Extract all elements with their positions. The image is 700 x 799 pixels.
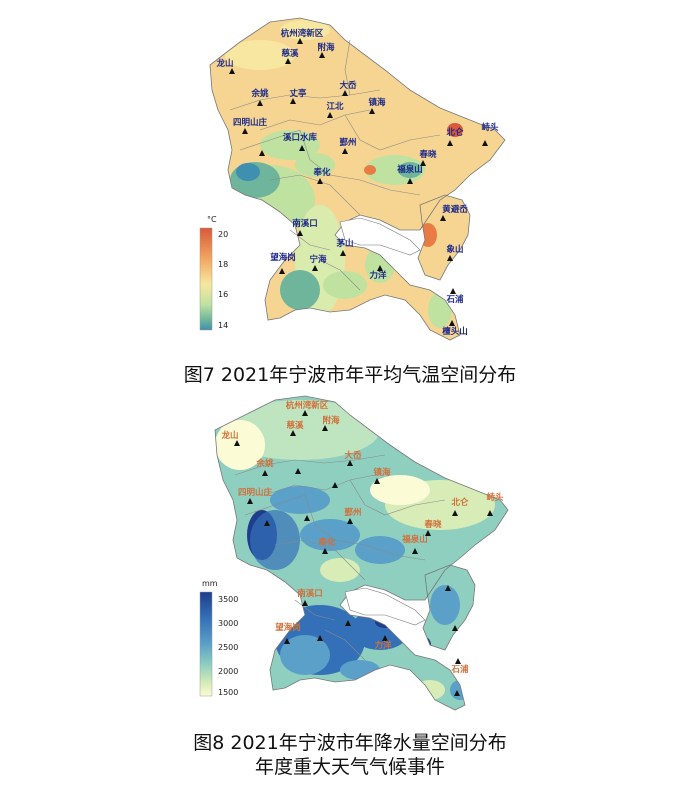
- station-labels: 杭州湾新区 慈溪 附海 余姚 龙山 四明山庄 江北 大岙 镇海 丈亭 峙头 北仑…: [215, 28, 499, 337]
- station-tantoushan: 檀头山: [442, 326, 468, 337]
- p-station-liyang: 力洋: [374, 640, 392, 651]
- precipitation-map-svg: 杭州湾新区 慈溪 附海 余姚 龙山 四明山庄 大岙 镇海 峙头 北仑 鄞州 奉化…: [199, 395, 509, 711]
- coastline-2: [214, 395, 509, 711]
- county-boundaries: [229, 39, 441, 291]
- legend-tick-18: 18: [218, 260, 228, 269]
- station-fenghua: 奉化: [312, 167, 331, 178]
- temperature-map-svg: 杭州湾新区 慈溪 附海 余姚 龙山 四明山庄 江北 大岙 镇海 丈亭 峙头 北仑…: [199, 17, 506, 341]
- p-station-fuhai: 附海: [322, 415, 340, 426]
- p-station-hangzhouwan: 杭州湾新区: [286, 400, 329, 411]
- station-labels-2: 杭州湾新区 慈溪 附海 余姚 龙山 四明山庄 大岙 镇海 峙头 北仑 鄞州 奉化…: [220, 400, 504, 675]
- section-subtitle: 年度重大天气气候事件: [254, 756, 445, 778]
- station-yinzhou: 鄞州: [339, 137, 356, 148]
- station-fuquanshan: 福泉山: [396, 164, 423, 175]
- station-zhenhai: 镇海: [368, 97, 386, 108]
- p-legend-tick-2500: 2500: [218, 643, 238, 652]
- p-station-shipu: 石浦: [450, 664, 469, 675]
- p-legend-unit: mm: [202, 579, 218, 588]
- station-shipu: 石浦: [445, 294, 464, 305]
- p-legend-tick-2000: 2000: [218, 667, 238, 676]
- figure8-caption: 图8 2021年宁波市年降水量空间分布: [193, 732, 507, 754]
- p-station-daao: 大岙: [344, 450, 362, 461]
- station-simingshan: 四明山庄: [233, 117, 268, 128]
- p-legend-colorbar: [199, 591, 213, 697]
- p-station-chunxiao: 春晓: [423, 519, 442, 530]
- p-station-simingshan: 四明山庄: [238, 487, 273, 498]
- legend-tick-16: 16: [218, 290, 228, 299]
- station-xiangshan: 象山: [446, 244, 463, 255]
- station-chunxiao: 春晓: [418, 149, 437, 160]
- p-station-fenghua: 奉化: [317, 537, 336, 548]
- precipitation-field: [215, 396, 508, 710]
- p-station-xitou: 峙头: [486, 492, 504, 503]
- xiangshan-peninsula-2: [422, 564, 476, 651]
- p-station-nanxikou: 南溪口: [297, 588, 323, 599]
- p-station-yinzhou: 鄞州: [344, 507, 361, 518]
- station-liyang: 力洋: [369, 270, 387, 281]
- p-legend-tick-3500: 3500: [218, 595, 238, 604]
- xiangshan-bay-2: [344, 587, 426, 626]
- station-wanghaigang: 望海岗: [270, 252, 296, 263]
- county-boundaries-2: [234, 454, 446, 661]
- precipitation-legend: mm 3500 3000 2500 2000 1500: [199, 579, 238, 697]
- p-station-wanghaigang: 望海岗: [275, 622, 301, 633]
- station-markers-2: [234, 410, 493, 696]
- temperature-map: 杭州湾新区 慈溪 附海 余姚 龙山 四明山庄 江北 大岙 镇海 丈亭 峙头 北仑…: [0, 0, 700, 355]
- p-station-zhenhai: 镇海: [373, 467, 391, 478]
- station-markers: [229, 38, 488, 326]
- xiangshan-bay: [339, 217, 421, 256]
- figure8-caption-block: 图8 2021年宁波市年降水量空间分布 年度重大天气气候事件: [0, 731, 700, 779]
- station-yuyao: 余姚: [250, 88, 269, 99]
- station-xitou: 峙头: [481, 122, 499, 133]
- station-xikoushuiku: 溪口水库: [283, 132, 318, 143]
- legend-colorbar: [199, 227, 213, 331]
- p-legend-tick-1500: 1500: [218, 688, 238, 697]
- station-daao: 大岙: [339, 80, 357, 91]
- station-cixi: 慈溪: [281, 48, 299, 59]
- legend-unit: °C: [207, 215, 217, 224]
- legend-tick-14: 14: [218, 321, 228, 330]
- station-zhangting: 丈亭: [289, 88, 307, 99]
- p-station-beilun: 北仑: [451, 497, 469, 508]
- p-station-yuyao: 余姚: [255, 458, 274, 469]
- xiangshan-peninsula: [417, 194, 471, 281]
- legend-tick-20: 20: [218, 230, 228, 239]
- p-legend-tick-3000: 3000: [218, 619, 238, 628]
- p-station-longshan: 龙山: [220, 430, 238, 441]
- precipitation-map: 杭州湾新区 慈溪 附海 余姚 龙山 四明山庄 大岙 镇海 峙头 北仑 鄞州 奉化…: [0, 390, 700, 725]
- station-ninghai: 宁海: [309, 254, 327, 265]
- station-jiangbei: 江北: [326, 101, 344, 112]
- station-longshan: 龙山: [215, 58, 233, 69]
- p-station-cixi: 慈溪: [286, 420, 304, 431]
- station-nanxikou: 南溪口: [292, 218, 318, 229]
- station-huangbiao: 黄避岙: [442, 204, 468, 215]
- station-hangzhouwan: 杭州湾新区: [281, 28, 324, 39]
- figure7-caption: 图7 2021年宁波市年平均气温空间分布: [183, 364, 517, 386]
- station-chashan: 茅山: [335, 238, 353, 249]
- station-beilun: 北仑: [446, 127, 464, 138]
- p-station-fuquanshan: 福泉山: [401, 534, 428, 545]
- temperature-legend: °C 20 18 16 14: [199, 215, 228, 331]
- station-fuhai: 附海: [317, 42, 335, 53]
- coastline: [209, 17, 506, 341]
